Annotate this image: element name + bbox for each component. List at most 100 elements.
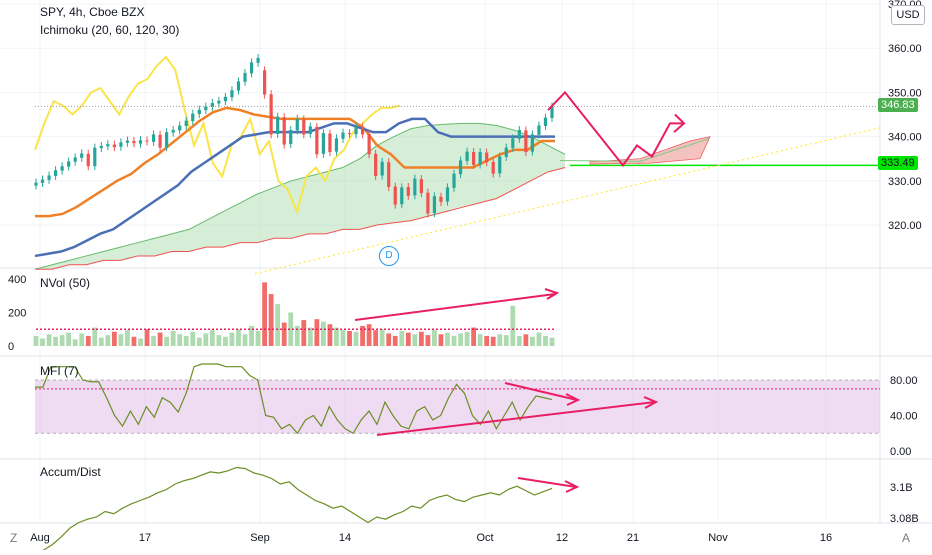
- candle-body: [217, 100, 221, 104]
- volume-bar: [203, 333, 209, 346]
- volume-bar: [510, 305, 516, 346]
- mfi-tick-label: 40.00: [890, 411, 918, 423]
- zoom-corner-left[interactable]: Z: [10, 531, 18, 545]
- volume-bar: [144, 329, 150, 346]
- candle-body: [73, 157, 77, 162]
- volume-bar: [249, 325, 254, 346]
- time-tick-label: Aug: [30, 532, 50, 544]
- volume-bar: [242, 334, 248, 346]
- candle: [204, 102, 208, 115]
- candle: [119, 138, 123, 151]
- volume-bar: [418, 331, 424, 346]
- candle-body: [380, 161, 384, 176]
- candle: [191, 109, 195, 126]
- candle-body: [191, 113, 195, 122]
- volume-bar: [79, 333, 85, 346]
- volume-bar: [111, 331, 117, 346]
- candle: [178, 121, 182, 135]
- volume-bar: [196, 337, 202, 346]
- candle: [93, 143, 97, 171]
- candle: [517, 125, 521, 143]
- candle-body: [197, 109, 201, 115]
- candle-body: [393, 186, 397, 205]
- candle-body: [334, 138, 339, 152]
- volume-bar: [314, 319, 320, 346]
- candle: [73, 153, 77, 166]
- candle: [256, 53, 260, 67]
- candle-body: [295, 118, 299, 131]
- candle: [302, 115, 306, 139]
- candle: [504, 143, 508, 161]
- volume-bar: [255, 330, 261, 346]
- candle: [380, 157, 384, 180]
- mfi-up-arrowhead: [643, 396, 659, 409]
- candle: [491, 157, 495, 178]
- candle-body: [347, 133, 352, 135]
- volume-bar: [262, 282, 268, 346]
- accum-tick-label: 3.08B: [890, 513, 919, 525]
- volume-bar: [236, 329, 241, 346]
- candle: [138, 136, 143, 148]
- candle: [53, 166, 58, 180]
- candle: [171, 125, 175, 137]
- candle: [334, 134, 339, 156]
- candle: [223, 92, 228, 106]
- future-cloud-area: [589, 136, 711, 165]
- candle: [106, 140, 110, 151]
- volume-bar: [59, 335, 65, 346]
- dividend-marker[interactable]: D: [379, 246, 399, 266]
- price-tick-label: 350.00: [888, 87, 922, 99]
- candle: [315, 122, 319, 159]
- candle: [289, 125, 293, 149]
- candle: [47, 171, 51, 184]
- volume-bar: [72, 339, 78, 346]
- candle: [40, 175, 45, 187]
- price-tick-label: 340.00: [888, 132, 922, 144]
- candle: [419, 175, 423, 198]
- volume-bar: [471, 327, 477, 346]
- price-tick-label: 360.00: [888, 43, 922, 55]
- trend-line: [254, 127, 881, 275]
- candle: [217, 96, 221, 108]
- volume-tick-label: 200: [8, 308, 26, 320]
- accum-arrowhead: [564, 480, 580, 493]
- candle-body: [485, 152, 489, 163]
- candle: [67, 157, 71, 171]
- volume-bar: [85, 335, 91, 346]
- candle-body: [80, 153, 84, 158]
- volume-bar: [40, 338, 45, 346]
- volume-bar: [229, 332, 235, 346]
- candle: [400, 183, 404, 209]
- candle: [485, 148, 489, 167]
- auto-scale-button[interactable]: A: [902, 531, 911, 545]
- candle: [145, 136, 149, 146]
- currency-button[interactable]: USD: [891, 5, 925, 25]
- candle: [445, 183, 450, 206]
- candle-body: [269, 94, 273, 135]
- candle-body: [491, 161, 495, 174]
- volume-bar: [327, 324, 333, 346]
- candle: [458, 156, 463, 179]
- volume-bar: [151, 335, 156, 346]
- candle-body: [93, 147, 97, 167]
- candle-body: [537, 125, 541, 135]
- mfi-up-arrow: [376, 401, 656, 436]
- candle-body: [276, 116, 280, 134]
- candle: [374, 149, 378, 180]
- volume-bar: [503, 335, 509, 346]
- candle: [151, 130, 156, 146]
- volume-bar: [92, 327, 98, 346]
- ichimoku-label: Ichimoku (20, 60, 120, 30): [40, 23, 180, 37]
- candle-body: [458, 160, 463, 175]
- volume-bar: [138, 338, 143, 346]
- candle: [60, 162, 64, 175]
- volume-bar: [268, 294, 274, 346]
- candle-body: [452, 173, 456, 188]
- volume-bar: [543, 335, 548, 346]
- candle-body: [511, 138, 515, 149]
- volume-bar: [536, 332, 542, 346]
- cloud-area: [35, 123, 565, 270]
- volume-bar: [307, 327, 313, 346]
- candle-body: [328, 133, 332, 153]
